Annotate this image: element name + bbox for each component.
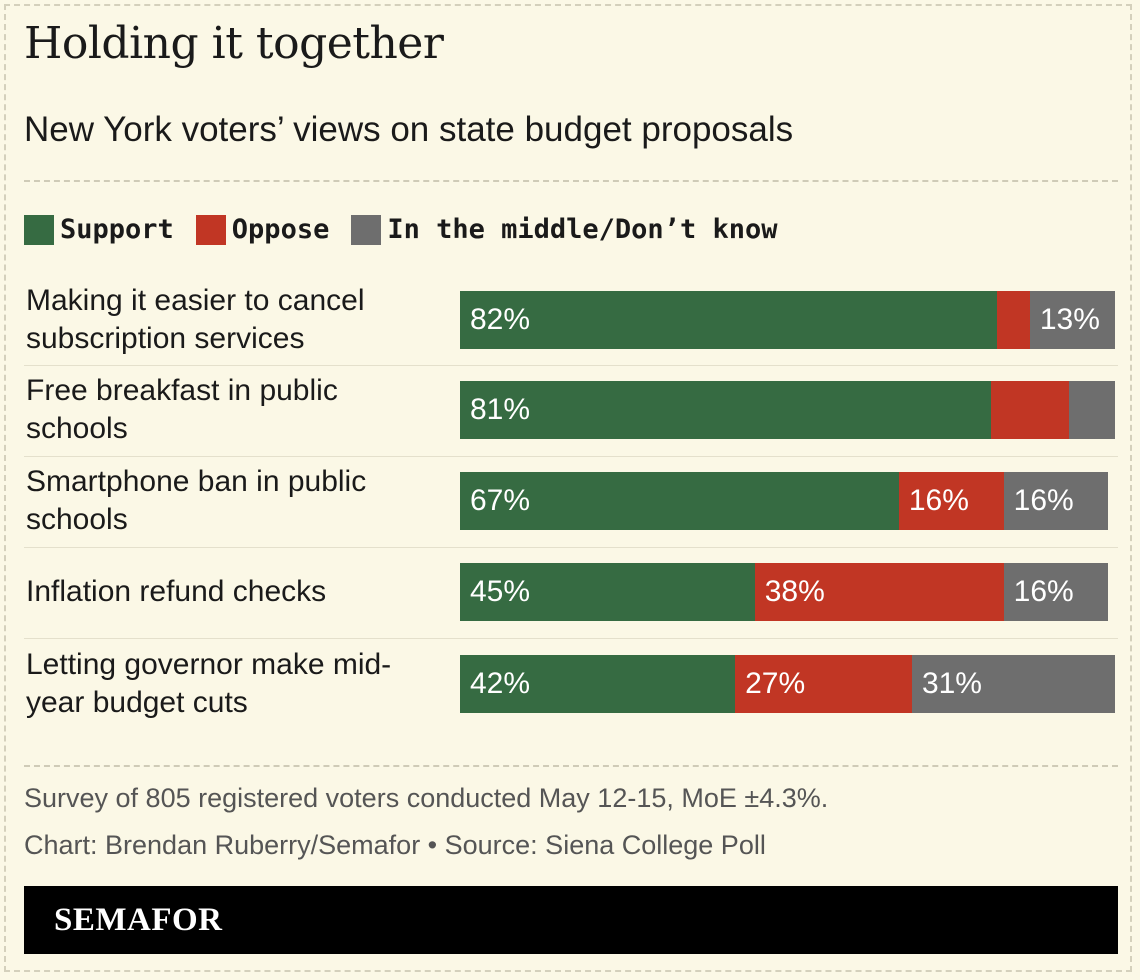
row-label-3: Smartphone ban in public schools [26, 465, 367, 536]
legend-item-oppose: Oppose [195, 214, 330, 245]
data-label-support-1: 82% [470, 303, 531, 336]
data-label-support-3: 67% [470, 484, 531, 517]
bottom-divider [24, 765, 1118, 767]
bar-neutral-2 [1069, 381, 1115, 439]
top-divider [24, 180, 1118, 182]
legend-label-neutral: In the middle/Don’t know [387, 214, 778, 245]
footer-bar: SEMAFOR [24, 886, 1118, 954]
data-label-neutral-3: 16% [1013, 484, 1074, 517]
data-label-support-4: 45% [470, 575, 531, 608]
legend-swatch-support [24, 214, 54, 245]
bar-row-2: 81% [460, 381, 1115, 439]
bar-neutral-4: 16% [1003, 563, 1109, 621]
legend-swatch-oppose [195, 214, 226, 245]
legend-swatch-neutral [351, 214, 382, 245]
bar-support-2: 81% [460, 381, 991, 439]
data-label-oppose-5: 27% [745, 667, 806, 700]
bar-row-3: 67% 16% 16% [460, 472, 1109, 530]
bar-oppose-1 [997, 291, 1030, 349]
bar-neutral-1: 13% [1029, 291, 1115, 349]
chart-subtitle: New York voters’ views on state budget p… [24, 110, 794, 149]
chart-legend: Support Oppose In the middle/Don’t know [24, 214, 799, 245]
data-label-support-2: 81% [470, 393, 531, 426]
legend-label-oppose: Oppose [231, 214, 330, 245]
data-label-neutral-4: 16% [1013, 575, 1074, 608]
row-label-5: Letting governor make mid-year budget cu… [26, 648, 392, 719]
brand-logo: SEMAFOR [54, 902, 223, 938]
data-label-support-5: 42% [470, 667, 531, 700]
bar-row-5: 42% 27% 31% [460, 655, 1115, 713]
bar-support-5: 42% [460, 655, 736, 713]
row-label-2: Free breakfast in public schools [26, 374, 338, 445]
bar-oppose-2 [990, 381, 1070, 439]
bar-oppose-5: 27% [735, 655, 912, 713]
bar-row-4: 45% 38% 16% [460, 563, 1109, 621]
row-label-1: Making it easier to cancel subscription … [26, 284, 365, 355]
bar-support-4: 45% [460, 563, 755, 621]
bar-oppose-4: 38% [754, 563, 1004, 621]
bar-neutral-5: 31% [911, 655, 1115, 713]
bar-row-1: 82% 13% [460, 291, 1115, 349]
chart-frame [4, 4, 1132, 972]
data-label-oppose-4: 38% [764, 575, 825, 608]
legend-item-neutral: In the middle/Don’t know [351, 214, 777, 245]
data-label-neutral-1: 13% [1039, 303, 1100, 336]
bar-support-3: 67% [460, 472, 899, 530]
data-label-oppose-3: 16% [908, 484, 969, 517]
row-separator [24, 365, 1118, 366]
legend-item-support: Support [24, 214, 174, 245]
bar-support-1: 82% [460, 291, 998, 349]
bar-oppose-3: 16% [898, 472, 1004, 530]
legend-label-support: Support [60, 214, 174, 245]
data-label-neutral-5: 31% [921, 667, 982, 700]
source-credit: Chart: Brendan Ruberry/Semafor • Source:… [24, 830, 766, 860]
row-separator [24, 455, 1118, 457]
row-separator [24, 546, 1118, 548]
bar-neutral-3: 16% [1003, 472, 1109, 530]
chart-title: Holding it together [24, 18, 444, 69]
survey-note: Survey of 805 registered voters conducte… [24, 783, 829, 813]
row-label-4: Inflation refund checks [26, 575, 327, 608]
row-separator [24, 638, 1118, 639]
